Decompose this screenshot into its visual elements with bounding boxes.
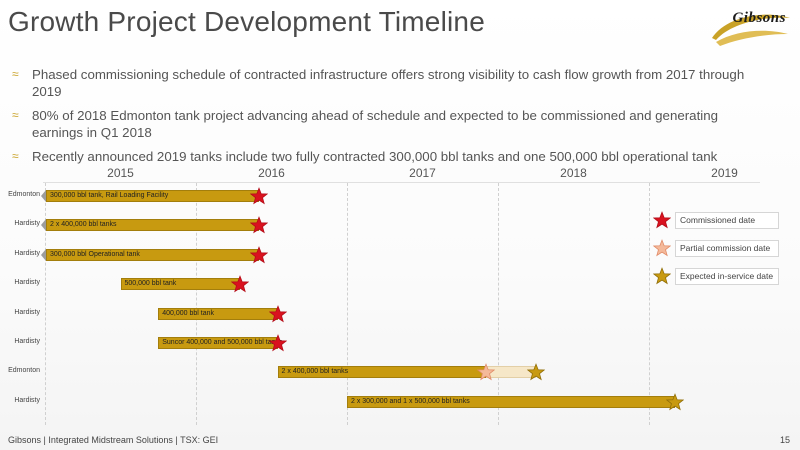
footer-text: Gibsons | Integrated Midstream Solutions… (8, 435, 219, 445)
commissioned-star-icon (268, 334, 287, 352)
row-location-label: Hardisty (14, 308, 40, 316)
bullet-mark: ≈ (12, 108, 19, 122)
bullet-text: Recently announced 2019 tanks include tw… (32, 149, 718, 164)
row-location-label: Hardisty (14, 220, 40, 228)
year-gridline (196, 183, 197, 425)
legend-expected-star-icon (652, 267, 672, 285)
legend-commissioned-star-icon (652, 211, 672, 229)
logo-text: Gibsons (732, 10, 786, 26)
timeline-axis-line (43, 182, 760, 183)
bullet-list: ≈ Phased commissioning schedule of contr… (12, 66, 772, 172)
commissioned-star-icon (268, 304, 287, 323)
legend-star-shape (652, 211, 672, 229)
project-bar-label: 500,000 bbl tank (124, 280, 177, 288)
year-label: 2017 (409, 166, 436, 180)
legend-star-shape (652, 267, 672, 285)
row-location-label: Edmonton (8, 191, 40, 198)
project-bar-label: Suncor 400,000 and 500,000 bbl tanks (162, 339, 283, 346)
legend-label: Commissioned date (675, 212, 779, 229)
slide-title: Growth Project Development Timeline (8, 6, 485, 37)
legend-partial-star-icon (652, 239, 672, 257)
bar-continuation-arrow (41, 248, 46, 261)
project-bar-label: 300,000 bbl tank, Rail Loading Facility (50, 192, 169, 199)
commissioned-star-icon (250, 216, 269, 234)
commissioned-star-shape (268, 304, 287, 322)
commissioned-star-icon (250, 187, 269, 205)
year-gridline (649, 183, 650, 425)
row-location-label: Edmonton (8, 367, 40, 375)
bullet-mark: ≈ (12, 67, 19, 81)
year-label: 2018 (560, 166, 587, 180)
commissioned-star-shape (250, 187, 269, 205)
bullet-item: ≈ 80% of 2018 Edmonton tank project adva… (12, 107, 772, 141)
gibsons-logo-swoosh (712, 14, 790, 46)
expected-star-shape (665, 392, 684, 411)
year-label: 2016 (258, 166, 285, 180)
page-number: 15 (779, 435, 790, 445)
project-bar-label: 400,000 bbl tank (162, 309, 215, 317)
row-location-label: Hardisty (14, 249, 40, 257)
legend-label: Partial commission date (675, 240, 779, 257)
row-location-label: Hardisty (14, 338, 40, 345)
legend-label: Expected in-service date (675, 268, 779, 285)
legend-star-shape (652, 239, 672, 257)
commissioned-star-shape (230, 275, 250, 293)
commissioned-star-shape (268, 334, 287, 352)
commissioned-star-shape (250, 245, 269, 264)
partial-star-shape (476, 363, 496, 381)
commissioned-star-shape (250, 216, 269, 234)
project-bar-label: 2 x 400,000 bbl tanks (281, 368, 349, 376)
bullet-text: 80% of 2018 Edmonton tank project advanc… (32, 108, 719, 140)
expected-star-shape (526, 363, 546, 381)
partial-star-icon (476, 363, 496, 381)
year-gridline (45, 183, 46, 425)
bar-continuation-arrow (41, 219, 46, 232)
year-gridline (347, 183, 348, 425)
year-label: 2015 (107, 166, 134, 180)
project-bar-label: 300,000 bbl Operational tank (50, 250, 140, 258)
bullet-mark: ≈ (12, 149, 19, 163)
row-location-label: Hardisty (14, 279, 40, 287)
expected-star-icon (665, 392, 684, 411)
project-bar-label: 2 x 300,000 and 1 x 500,000 bbl tanks (351, 397, 470, 405)
bullet-item: ≈ Recently announced 2019 tanks include … (12, 148, 772, 165)
commissioned-star-icon (250, 245, 269, 264)
commissioned-star-icon (230, 275, 250, 293)
expected-star-icon (526, 363, 546, 381)
project-bar-label: 2 x 400,000 bbl tanks (50, 221, 117, 229)
bar-continuation-arrow (41, 190, 46, 202)
bullet-text: Phased commissioning schedule of contrac… (32, 67, 745, 99)
year-label: 2019 (711, 166, 738, 180)
bullet-item: ≈ Phased commissioning schedule of contr… (12, 66, 772, 100)
year-gridline (498, 183, 499, 425)
row-location-label: Hardisty (14, 396, 40, 404)
